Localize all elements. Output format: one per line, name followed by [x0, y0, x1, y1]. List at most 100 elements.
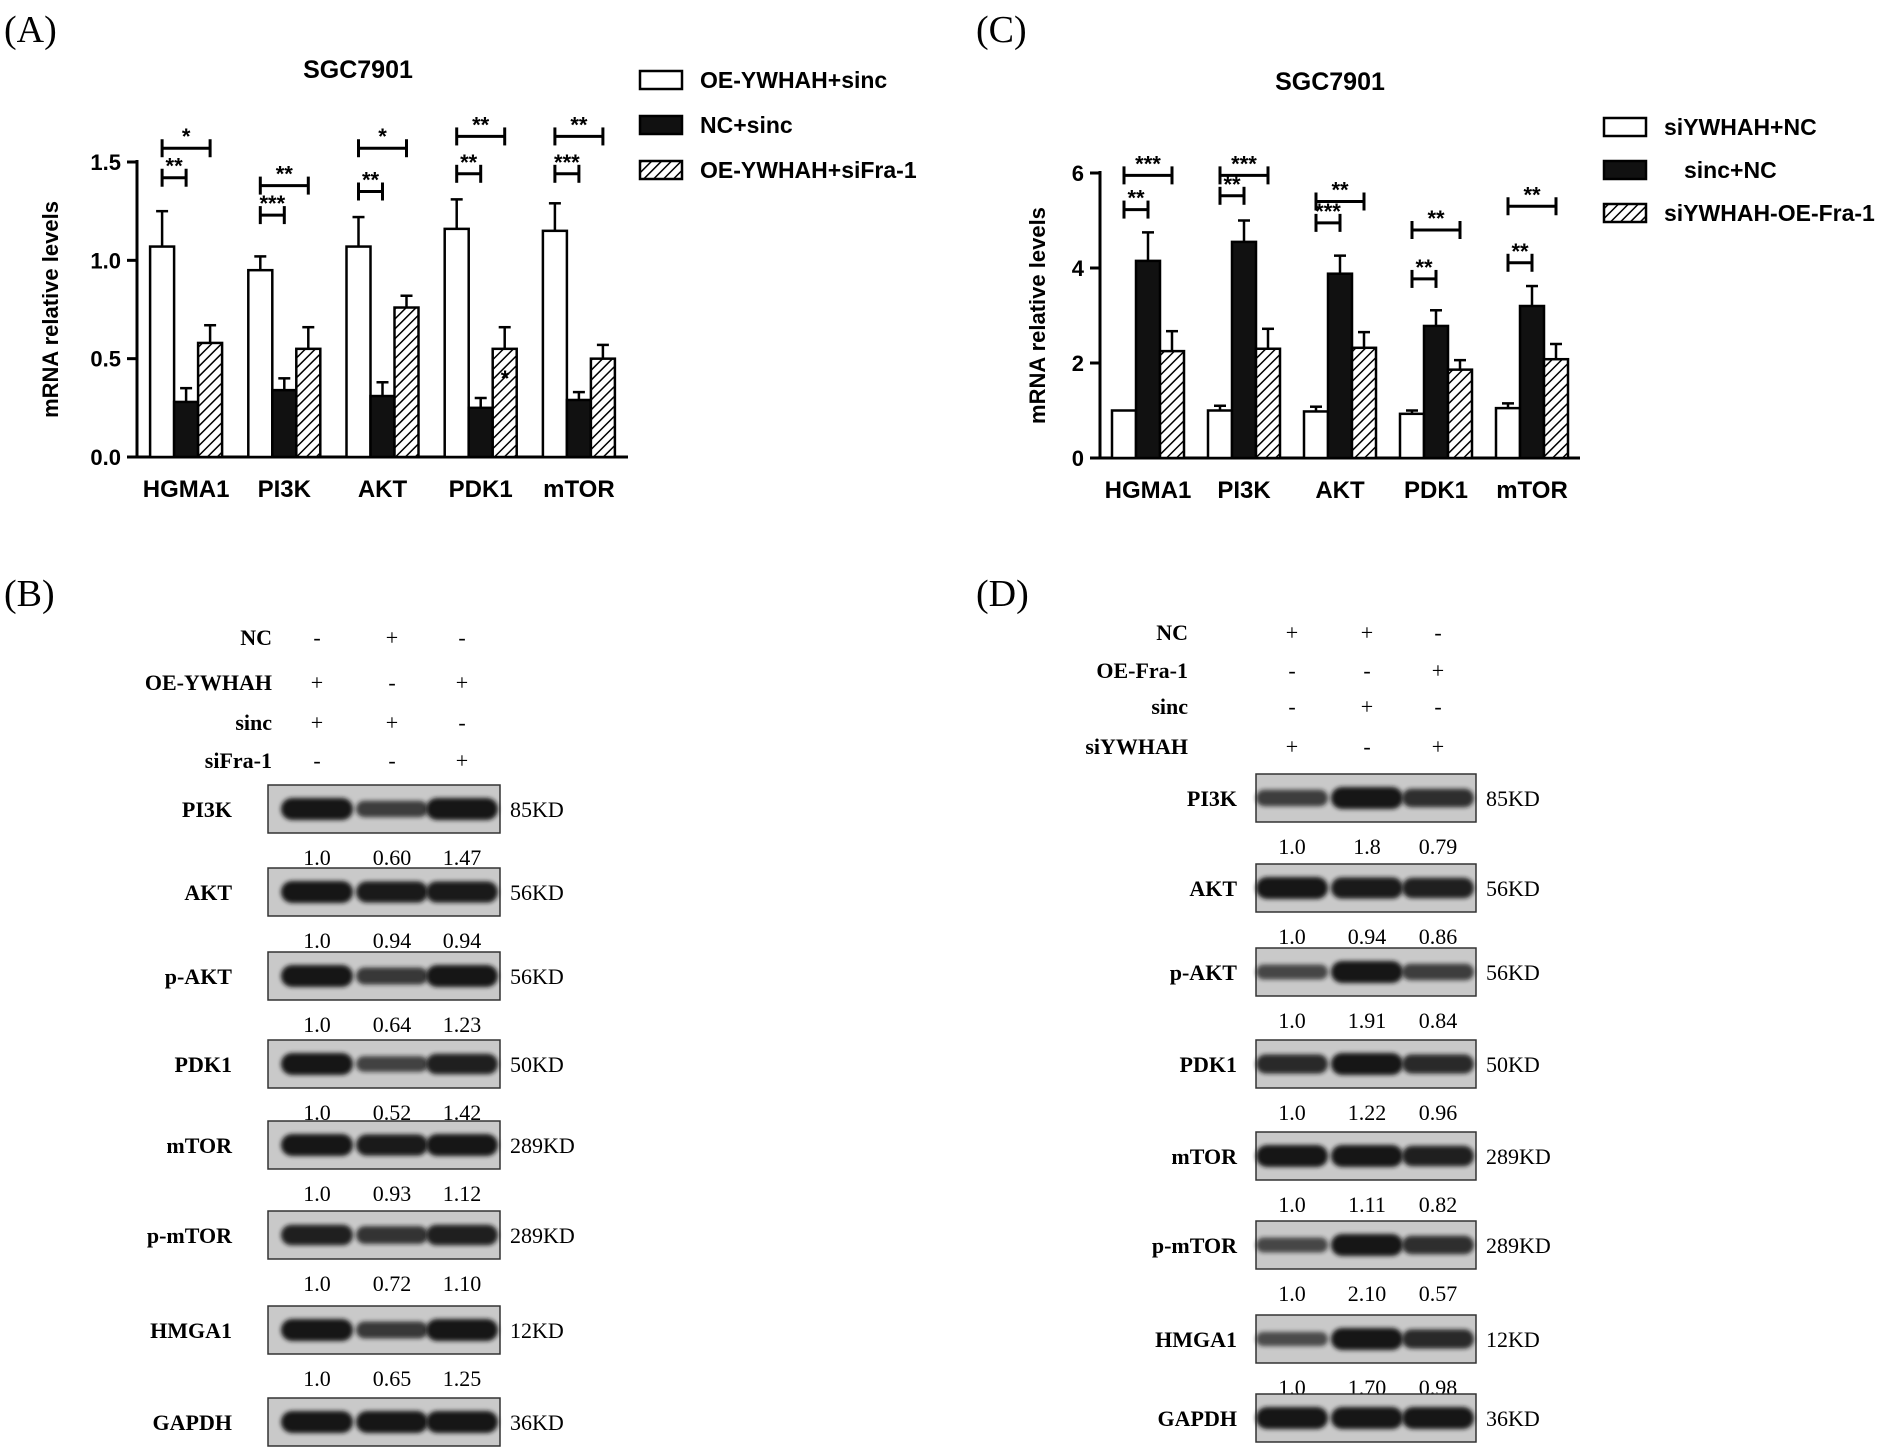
blot-band — [281, 1411, 353, 1433]
bar — [565, 398, 593, 459]
condition-label: OE-Fra-1 — [1096, 658, 1188, 683]
blot-band — [1402, 1407, 1474, 1429]
blot-band — [281, 1053, 353, 1075]
band-quantification: 0.86 — [1419, 924, 1458, 949]
bar — [369, 394, 396, 459]
blot-band — [281, 1319, 353, 1341]
legend-swatch — [1602, 159, 1648, 181]
protein-label: AKT — [184, 880, 232, 905]
category-label: HGMA1 — [143, 476, 230, 503]
protein-label: p-AKT — [165, 964, 233, 989]
protein-label: AKT — [1189, 876, 1237, 901]
blot-band — [1331, 1145, 1403, 1167]
bar — [172, 400, 200, 459]
blot-band — [1256, 964, 1328, 980]
band-quantification: 0.93 — [373, 1181, 412, 1206]
blot-band — [1402, 1054, 1474, 1074]
condition-sign: + — [1432, 734, 1444, 759]
protein-label: PI3K — [182, 797, 232, 822]
band-quantification: 1.0 — [303, 1012, 331, 1037]
y-tick-label: 6 — [1072, 161, 1084, 186]
blot-band — [426, 798, 498, 820]
condition-label: siYWHAH — [1085, 734, 1188, 759]
y-tick-label: 0.0 — [90, 445, 121, 470]
band-quantification: 1.0 — [1278, 834, 1306, 859]
blot-band — [426, 965, 498, 987]
molecular-weight: 289KD — [1486, 1233, 1551, 1258]
condition-sign: - — [313, 625, 320, 650]
condition-sign: - — [458, 625, 465, 650]
molecular-weight: 56KD — [1486, 876, 1540, 901]
blot-band — [426, 1411, 498, 1433]
molecular-weight: 56KD — [510, 880, 564, 905]
bar — [295, 347, 322, 459]
significance-label: ** — [1415, 255, 1433, 280]
molecular-weight: 289KD — [510, 1133, 575, 1158]
western-blot-b: NC - + - OE-YWHAH + - + sinc + + - siFra-1 - - + PI3K 85K… — [145, 625, 575, 1447]
band-quantification: 0.72 — [373, 1271, 412, 1296]
y-tick-label: 1.5 — [90, 150, 121, 175]
protein-label: HMGA1 — [150, 1318, 232, 1343]
category-label: mTOR — [1496, 477, 1568, 504]
significance-label: ** — [276, 162, 294, 187]
legend-swatch — [638, 69, 684, 91]
bar-chart-a: SGC7901 0.0 0.5 1.0 1.5 mRNA relative levels H… — [38, 56, 917, 503]
significance-label: *** — [554, 150, 580, 175]
blot-band — [1402, 1329, 1474, 1349]
condition-sign: - — [313, 748, 320, 773]
blot-band — [356, 1134, 428, 1156]
blot-band — [1256, 877, 1328, 899]
y-tick-label: 4 — [1072, 256, 1085, 281]
condition-sign: + — [1432, 658, 1444, 683]
protein-label: HMGA1 — [1155, 1327, 1237, 1352]
blot-band — [281, 881, 353, 903]
band-quantification: 1.0 — [303, 845, 331, 870]
band-quantification: 1.0 — [303, 1366, 331, 1391]
band-quantification: 1.22 — [1348, 1100, 1387, 1125]
condition-sign: - — [388, 748, 395, 773]
protein-label: p-mTOR — [147, 1223, 233, 1248]
molecular-weight: 289KD — [1486, 1144, 1551, 1169]
band-quantification: 1.0 — [1278, 924, 1306, 949]
condition-label: sinc — [1151, 694, 1188, 719]
blot-band — [356, 1321, 428, 1339]
blot-band — [356, 800, 428, 818]
y-tick-label: 0.5 — [90, 347, 121, 372]
blot-band — [281, 1134, 353, 1156]
bar — [1134, 259, 1162, 460]
bar — [247, 268, 274, 459]
y-tick-label: 0 — [1072, 446, 1084, 471]
significance-label: *** — [259, 191, 285, 216]
protein-label: GAPDH — [1158, 1406, 1237, 1431]
band-quantification: 0.94 — [373, 928, 412, 953]
band-quantification: 1.10 — [443, 1271, 482, 1296]
bar — [1230, 240, 1258, 460]
blot-band — [1331, 1053, 1403, 1075]
molecular-weight: 289KD — [510, 1223, 575, 1248]
bar — [1254, 347, 1282, 460]
condition-label: NC — [1156, 620, 1188, 645]
category-label: AKT — [358, 476, 408, 503]
y-tick-label: 1.0 — [90, 248, 121, 273]
bar — [1494, 406, 1522, 460]
blot-band — [426, 1053, 498, 1075]
significance-label: ** — [362, 168, 380, 193]
condition-label: sinc — [235, 710, 272, 735]
blot-band — [426, 1134, 498, 1156]
blot-band — [1256, 1145, 1328, 1167]
condition-sign: - — [1288, 658, 1295, 683]
panel-label-b: (B) — [4, 573, 55, 615]
legend-swatch — [1602, 202, 1648, 224]
bar-chart-c: SGC7901 0 2 4 6 mRNA relative levels HGMA1 PI3K… — [1025, 68, 1875, 504]
blot-band — [356, 967, 428, 985]
annotation: * — [501, 366, 510, 391]
blot-band — [281, 1224, 353, 1246]
condition-sign: - — [1363, 734, 1370, 759]
legend-swatch — [1602, 116, 1648, 138]
blot-band — [1256, 789, 1328, 807]
y-axis-label: mRNA relative levels — [38, 201, 63, 418]
significance-label: ** — [460, 150, 478, 175]
condition-sign: - — [1434, 694, 1441, 719]
band-quantification: 1.23 — [443, 1012, 482, 1037]
